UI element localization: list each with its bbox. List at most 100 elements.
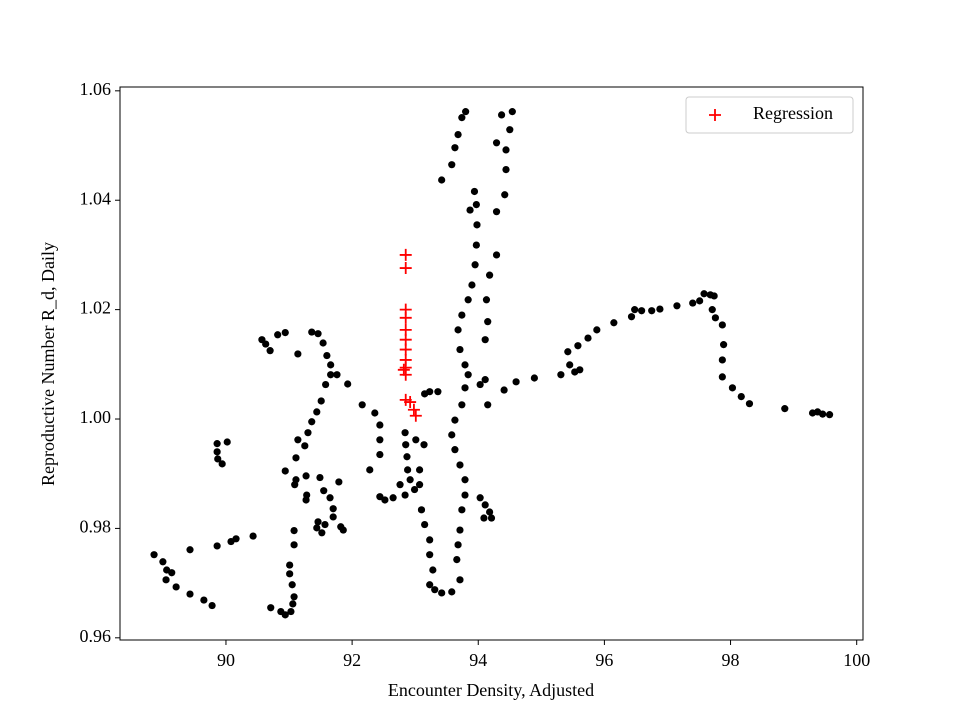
point	[728, 384, 737, 392]
x-tick-label: 98	[722, 650, 740, 670]
point	[314, 330, 322, 338]
legend-marker	[709, 109, 721, 121]
point	[172, 583, 180, 591]
point	[781, 405, 789, 413]
point	[415, 466, 424, 474]
point	[376, 421, 384, 429]
point	[289, 600, 297, 608]
plus-marker	[397, 363, 410, 376]
point	[710, 292, 718, 300]
point	[458, 506, 466, 514]
point	[286, 570, 294, 578]
point	[214, 455, 222, 463]
plus-marker	[404, 396, 417, 409]
point	[700, 290, 708, 298]
point	[218, 460, 226, 468]
point	[506, 126, 514, 134]
point	[429, 566, 437, 574]
point	[461, 361, 469, 369]
point	[481, 376, 489, 384]
point	[486, 508, 494, 516]
point	[213, 542, 221, 550]
point	[458, 401, 466, 409]
point	[186, 590, 194, 598]
point	[327, 371, 335, 379]
point	[473, 221, 481, 229]
point	[456, 461, 464, 469]
point	[461, 384, 469, 392]
point	[461, 491, 469, 499]
point	[415, 481, 424, 489]
point	[476, 494, 484, 502]
point	[819, 410, 827, 418]
point	[314, 518, 322, 526]
point	[492, 208, 501, 216]
plus-marker	[399, 368, 412, 381]
point	[294, 350, 302, 358]
point	[327, 361, 335, 369]
point	[470, 187, 479, 196]
point	[482, 296, 491, 304]
point	[656, 305, 664, 313]
x-tick-label: 100	[843, 650, 870, 670]
point	[290, 541, 298, 549]
point	[358, 401, 366, 409]
point	[438, 589, 446, 597]
plot-frame	[119, 86, 864, 641]
point	[406, 476, 414, 484]
point	[288, 581, 296, 589]
point	[464, 371, 472, 379]
point	[319, 339, 327, 347]
plus-marker	[407, 403, 420, 416]
point	[308, 418, 316, 426]
x-tick-label: 96	[595, 650, 613, 670]
point	[162, 576, 170, 584]
y-tick-label: 1.04	[80, 188, 112, 208]
point	[404, 466, 412, 474]
plus-marker	[399, 248, 412, 261]
point	[464, 296, 472, 304]
point	[287, 607, 295, 616]
point	[453, 555, 461, 564]
plus-marker	[399, 262, 412, 275]
point	[301, 442, 309, 450]
point	[737, 392, 745, 401]
point	[458, 311, 466, 319]
point	[292, 454, 300, 462]
point	[232, 535, 240, 543]
point	[335, 478, 343, 486]
point	[566, 361, 574, 369]
point	[481, 501, 489, 509]
point	[456, 526, 464, 534]
point	[421, 520, 429, 529]
point	[438, 176, 446, 184]
point	[484, 401, 492, 409]
point	[456, 576, 464, 584]
point	[274, 331, 282, 339]
point	[502, 146, 510, 154]
point	[302, 496, 310, 504]
point	[718, 373, 726, 381]
point	[593, 326, 601, 334]
point	[468, 281, 476, 289]
point	[492, 251, 501, 259]
point	[308, 328, 316, 336]
point	[426, 388, 434, 396]
point	[648, 307, 656, 315]
point	[456, 345, 464, 354]
point	[320, 487, 328, 495]
point	[825, 411, 834, 419]
point	[223, 438, 231, 446]
y-tick-label: 1.06	[80, 79, 112, 99]
point	[317, 397, 325, 405]
point	[557, 371, 565, 379]
point	[638, 307, 646, 315]
point	[186, 546, 194, 554]
point	[294, 436, 302, 444]
point	[403, 453, 411, 461]
point	[426, 581, 434, 589]
point	[508, 108, 516, 116]
x-tick-label: 90	[217, 650, 235, 670]
point	[402, 441, 410, 449]
x-tick-label: 94	[469, 650, 487, 670]
